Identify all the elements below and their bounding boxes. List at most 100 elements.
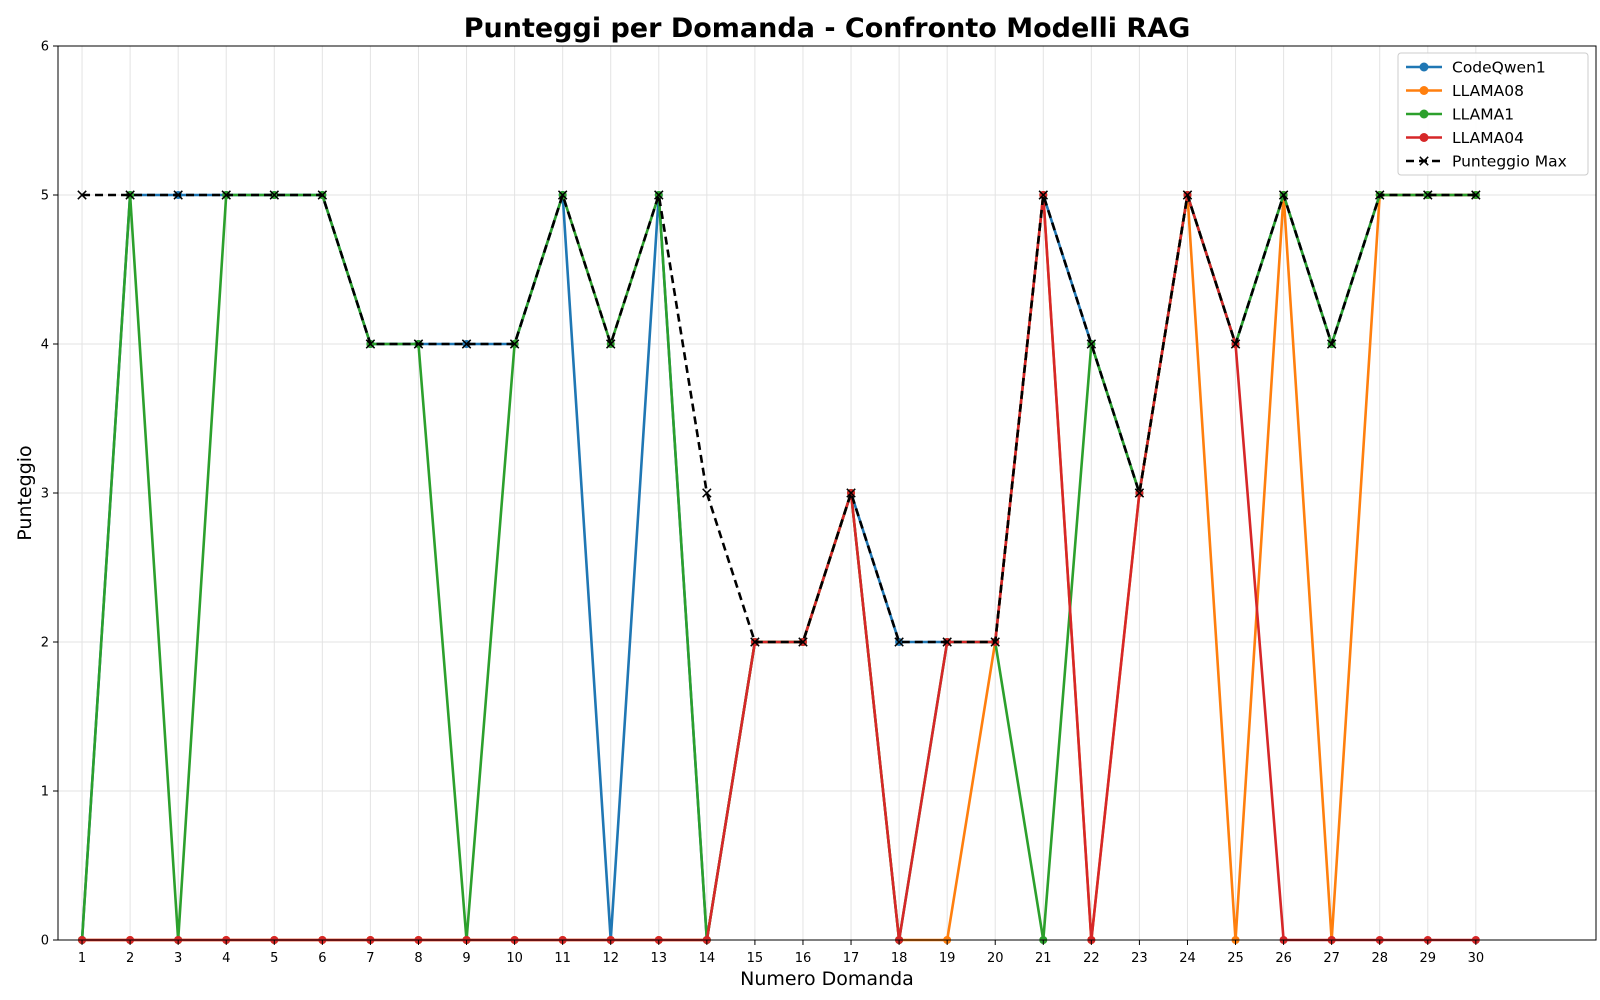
data-point xyxy=(1038,190,1049,200)
legend-label: Punteggio Max xyxy=(1452,153,1567,171)
data-point xyxy=(1182,190,1193,200)
y-tick-label: 1 xyxy=(41,785,49,800)
x-tick-label: 11 xyxy=(554,951,571,966)
legend-box xyxy=(1397,52,1589,176)
x-tick-label: 26 xyxy=(1275,951,1292,966)
series-line xyxy=(80,193,1476,942)
x-tick-label: 22 xyxy=(1083,951,1100,966)
x-tick-label: 2 xyxy=(126,951,134,966)
legend-label: LLAMA04 xyxy=(1452,129,1524,147)
series-llama08 xyxy=(78,191,1480,944)
x-tick-label: 4 xyxy=(222,951,230,966)
data-point xyxy=(1086,339,1097,349)
y-tick-label: 0 xyxy=(41,934,49,949)
y-tick-label: 3 xyxy=(41,487,49,502)
data-point xyxy=(365,339,376,349)
data-point xyxy=(509,339,520,349)
y-axis: 0 1 2 3 4 5 6 xyxy=(41,40,58,949)
data-point xyxy=(1326,339,1337,349)
legend-entry: LLAMA1 xyxy=(1406,106,1514,124)
data-point xyxy=(125,190,135,200)
y-tick-label: 4 xyxy=(41,338,49,353)
x-tick-label: 5 xyxy=(270,951,278,966)
x-tick-label: 16 xyxy=(795,951,812,966)
x-tick-label: 18 xyxy=(891,951,908,966)
data-point xyxy=(605,339,616,349)
x-tick-label: 27 xyxy=(1323,951,1340,966)
legend: CodeQwen1 LLAMA08 LLAMA1 LLAMA04 Punteggio M… xyxy=(1397,52,1589,176)
x-tick-label: 3 xyxy=(174,951,182,966)
data-point xyxy=(317,190,328,200)
x-tick-label: 13 xyxy=(651,951,668,966)
data-point xyxy=(1423,190,1433,200)
legend-marker xyxy=(1419,62,1429,72)
data-point xyxy=(557,190,568,200)
data-point xyxy=(173,190,183,200)
x-tick-label: 7 xyxy=(366,951,374,966)
series-llama1 xyxy=(78,191,1480,944)
legend-entry: LLAMA04 xyxy=(1406,129,1524,147)
series-line xyxy=(82,193,1476,942)
x-tick-label: 15 xyxy=(747,951,764,966)
grid xyxy=(58,45,1596,941)
data-point xyxy=(798,637,808,647)
x-tick-label: 20 xyxy=(987,951,1004,966)
data-point xyxy=(1134,488,1145,498)
x-tick-label: 23 xyxy=(1131,951,1148,966)
legend-marker xyxy=(1419,109,1429,119)
x-axis: 1 2 3 4 5 6 7 8 9 10 11 12 13 14 15 16 17 18 19 20 21 22 23 24 2… xyxy=(78,940,1484,966)
x-tick-label: 17 xyxy=(843,951,860,966)
legend-label: LLAMA1 xyxy=(1452,106,1514,124)
legend-entry: Punteggio Max xyxy=(1406,153,1567,171)
data-point xyxy=(221,190,231,200)
x-tick-label: 24 xyxy=(1179,951,1196,966)
series-punteggio-max xyxy=(77,190,1481,647)
data-point xyxy=(413,339,424,349)
y-tick-label: 5 xyxy=(41,189,49,204)
x-tick-label: 6 xyxy=(318,951,326,966)
data-point xyxy=(702,488,712,498)
x-tick-label: 1 xyxy=(78,951,86,966)
legend-marker xyxy=(1419,86,1429,95)
legend-entry: CodeQwen1 xyxy=(1406,59,1546,77)
legend-entry: LLAMA08 xyxy=(1406,82,1524,100)
series-line xyxy=(82,193,1476,942)
data-point xyxy=(1374,190,1385,200)
data-point xyxy=(750,637,760,647)
data-point xyxy=(77,190,87,200)
x-tick-label: 9 xyxy=(462,951,470,966)
data-point xyxy=(1278,190,1289,200)
x-tick-label: 25 xyxy=(1227,951,1244,966)
data-point xyxy=(894,637,904,647)
chart-title: Punteggi per Domanda - Confronto Modelli… xyxy=(464,13,1191,44)
x-tick-label: 12 xyxy=(602,951,619,966)
legend-marker xyxy=(1419,156,1429,166)
data-point xyxy=(846,488,856,498)
series-line xyxy=(82,193,1476,644)
data-point xyxy=(1471,190,1481,200)
x-tick-label: 29 xyxy=(1420,951,1437,966)
data-point xyxy=(1230,339,1241,349)
data-point xyxy=(990,637,1000,647)
data-point xyxy=(654,190,664,200)
x-axis-label: Numero Domanda xyxy=(740,968,914,990)
x-tick-label: 28 xyxy=(1371,951,1388,966)
series-codeqwen1 xyxy=(78,191,1480,944)
y-axis-label: Punteggio xyxy=(14,445,36,540)
legend-marker xyxy=(1419,133,1429,142)
x-tick-label: 8 xyxy=(414,951,422,966)
y-tick-label: 2 xyxy=(41,636,49,651)
series-layer xyxy=(77,190,1481,944)
data-point xyxy=(942,637,952,647)
legend-label: LLAMA08 xyxy=(1452,82,1524,100)
series-llama04 xyxy=(78,191,1480,944)
series-line xyxy=(80,193,1476,942)
data-point xyxy=(269,190,280,200)
x-tick-label: 10 xyxy=(506,951,523,966)
legend-label: CodeQwen1 xyxy=(1452,59,1546,77)
x-tick-label: 21 xyxy=(1035,951,1052,966)
x-tick-label: 30 xyxy=(1468,951,1485,966)
data-point xyxy=(461,339,472,349)
x-tick-label: 19 xyxy=(939,951,956,966)
